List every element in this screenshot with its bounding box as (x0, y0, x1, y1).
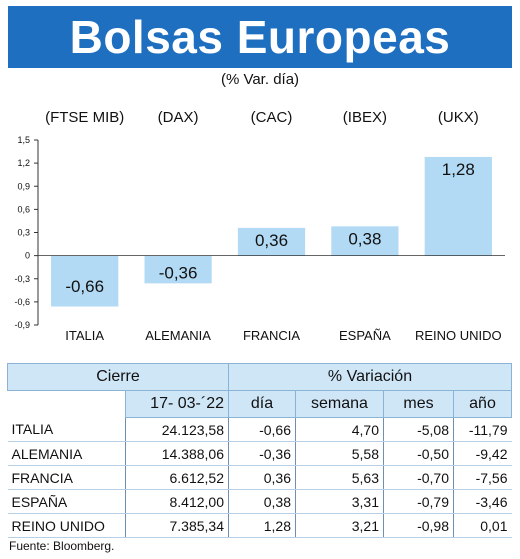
table-row: ALEMANIA 14.388,06 -0,36 5,58 -0,50 -9,42 (7, 441, 512, 466)
anio-value: -3,46 (453, 489, 512, 514)
cierre-value: 14.388,06 (125, 441, 229, 466)
y-tick-label: -0,6 (14, 297, 30, 307)
header-empty (7, 390, 126, 418)
header-date: 17- 03-´22 (125, 390, 229, 418)
table-row: ESPAÑA 8.412,00 0,38 3,31 -0,79 -3,46 (7, 489, 512, 514)
stock-table: Cierre % Variación 17- 03-´22 día semana… (7, 363, 512, 538)
y-tick-label: 0,3 (17, 228, 30, 238)
anio-value: -7,56 (453, 465, 512, 490)
country-name: FRANCIA (7, 465, 126, 490)
mes-value: -5,08 (383, 417, 454, 442)
cierre-value: 8.412,00 (125, 489, 229, 514)
cierre-value: 6.612,52 (125, 465, 229, 490)
bar-chart: 1,5 1,2 0,9 0,6 0,3 0 -0,3 -0,6 -0,9 -0,66 (FTSE M… (0, 96, 520, 350)
bar-value-label: 1,28 (442, 160, 475, 179)
header-variacion: % Variación (228, 363, 512, 391)
index-label: (IBEX) (343, 109, 387, 126)
mes-value: -0,79 (383, 489, 454, 514)
index-label: (CAC) (251, 109, 293, 126)
bar (331, 226, 399, 256)
mes-value: -0,50 (383, 441, 454, 466)
header-semana: semana (295, 390, 384, 418)
category-label: ESPAÑA (339, 328, 391, 343)
table-row: ITALIA 24.123,58 -0,66 4,70 -5,08 -11,79 (7, 417, 512, 442)
bar (424, 156, 492, 256)
header-cierre: Cierre (7, 363, 229, 391)
y-tick-label: 0,6 (17, 204, 30, 214)
category-label: REINO UNIDO (415, 328, 502, 343)
country-name: REINO UNIDO (7, 513, 126, 538)
bar (51, 255, 119, 307)
dia-value: -0,66 (228, 417, 296, 442)
y-tick-label: 1,2 (17, 158, 30, 168)
category-label: FRANCIA (243, 328, 300, 343)
cierre-value: 24.123,58 (125, 417, 229, 442)
mes-value: -0,98 (383, 513, 454, 538)
header-anio: año (453, 390, 512, 418)
bar-value-label: 0,36 (255, 231, 288, 250)
cierre-value: 7.385,34 (125, 513, 229, 538)
chart-title: Bolsas Europeas (69, 11, 451, 63)
index-label: (UKX) (438, 109, 479, 126)
dia-value: 0,38 (228, 489, 296, 514)
y-tick-label: 0 (25, 251, 30, 261)
bar-value-label: -0,36 (159, 263, 198, 282)
semana-value: 5,58 (295, 441, 384, 466)
index-label: (FTSE MIB) (45, 109, 124, 126)
semana-value: 4,70 (295, 417, 384, 442)
bar-value-label: 0,38 (348, 229, 381, 248)
country-name: ESPAÑA (7, 489, 126, 514)
dia-value: 0,36 (228, 465, 296, 490)
index-label: (DAX) (158, 109, 199, 126)
header-mes: mes (383, 390, 454, 418)
header-dia: día (228, 390, 296, 418)
table-row: REINO UNIDO 7.385,34 1,28 3,21 -0,98 0,01 (7, 513, 512, 538)
bar-chart-svg: 1,5 1,2 0,9 0,6 0,3 0 -0,3 -0,6 -0,9 -0,66 (FTSE M… (14, 109, 505, 343)
dia-value: 1,28 (228, 513, 296, 538)
table-header-row: Cierre % Variación (7, 363, 512, 391)
mes-value: -0,70 (383, 465, 454, 490)
table-row: FRANCIA 6.612,52 0,36 5,63 -0,70 -7,56 (7, 465, 512, 490)
y-tick-label: 0,9 (17, 181, 30, 191)
chart-subtitle: (% Var. día) (220, 71, 300, 88)
semana-value: 3,31 (295, 489, 384, 514)
semana-value: 5,63 (295, 465, 384, 490)
country-name: ITALIA (7, 417, 126, 442)
bar (144, 255, 212, 284)
source-note: Fuente: Bloomberg. (9, 539, 115, 553)
title-banner: Bolsas Europeas (8, 6, 512, 68)
dia-value: -0,36 (228, 441, 296, 466)
country-name: ALEMANIA (7, 441, 126, 466)
anio-value: -9,42 (453, 441, 512, 466)
bar-value-label: -0,66 (65, 277, 104, 296)
y-tick-label: 1,5 (17, 135, 30, 145)
category-label: ITALIA (65, 328, 104, 343)
anio-value: 0,01 (453, 513, 512, 538)
category-label: ALEMANIA (145, 328, 211, 343)
y-tick-label: -0,3 (14, 274, 30, 284)
semana-value: 3,21 (295, 513, 384, 538)
table-subheader-row: 17- 03-´22 día semana mes año (7, 390, 512, 418)
y-tick-label: -0,9 (14, 320, 30, 330)
bar (237, 227, 306, 256)
anio-value: -11,79 (453, 417, 512, 442)
